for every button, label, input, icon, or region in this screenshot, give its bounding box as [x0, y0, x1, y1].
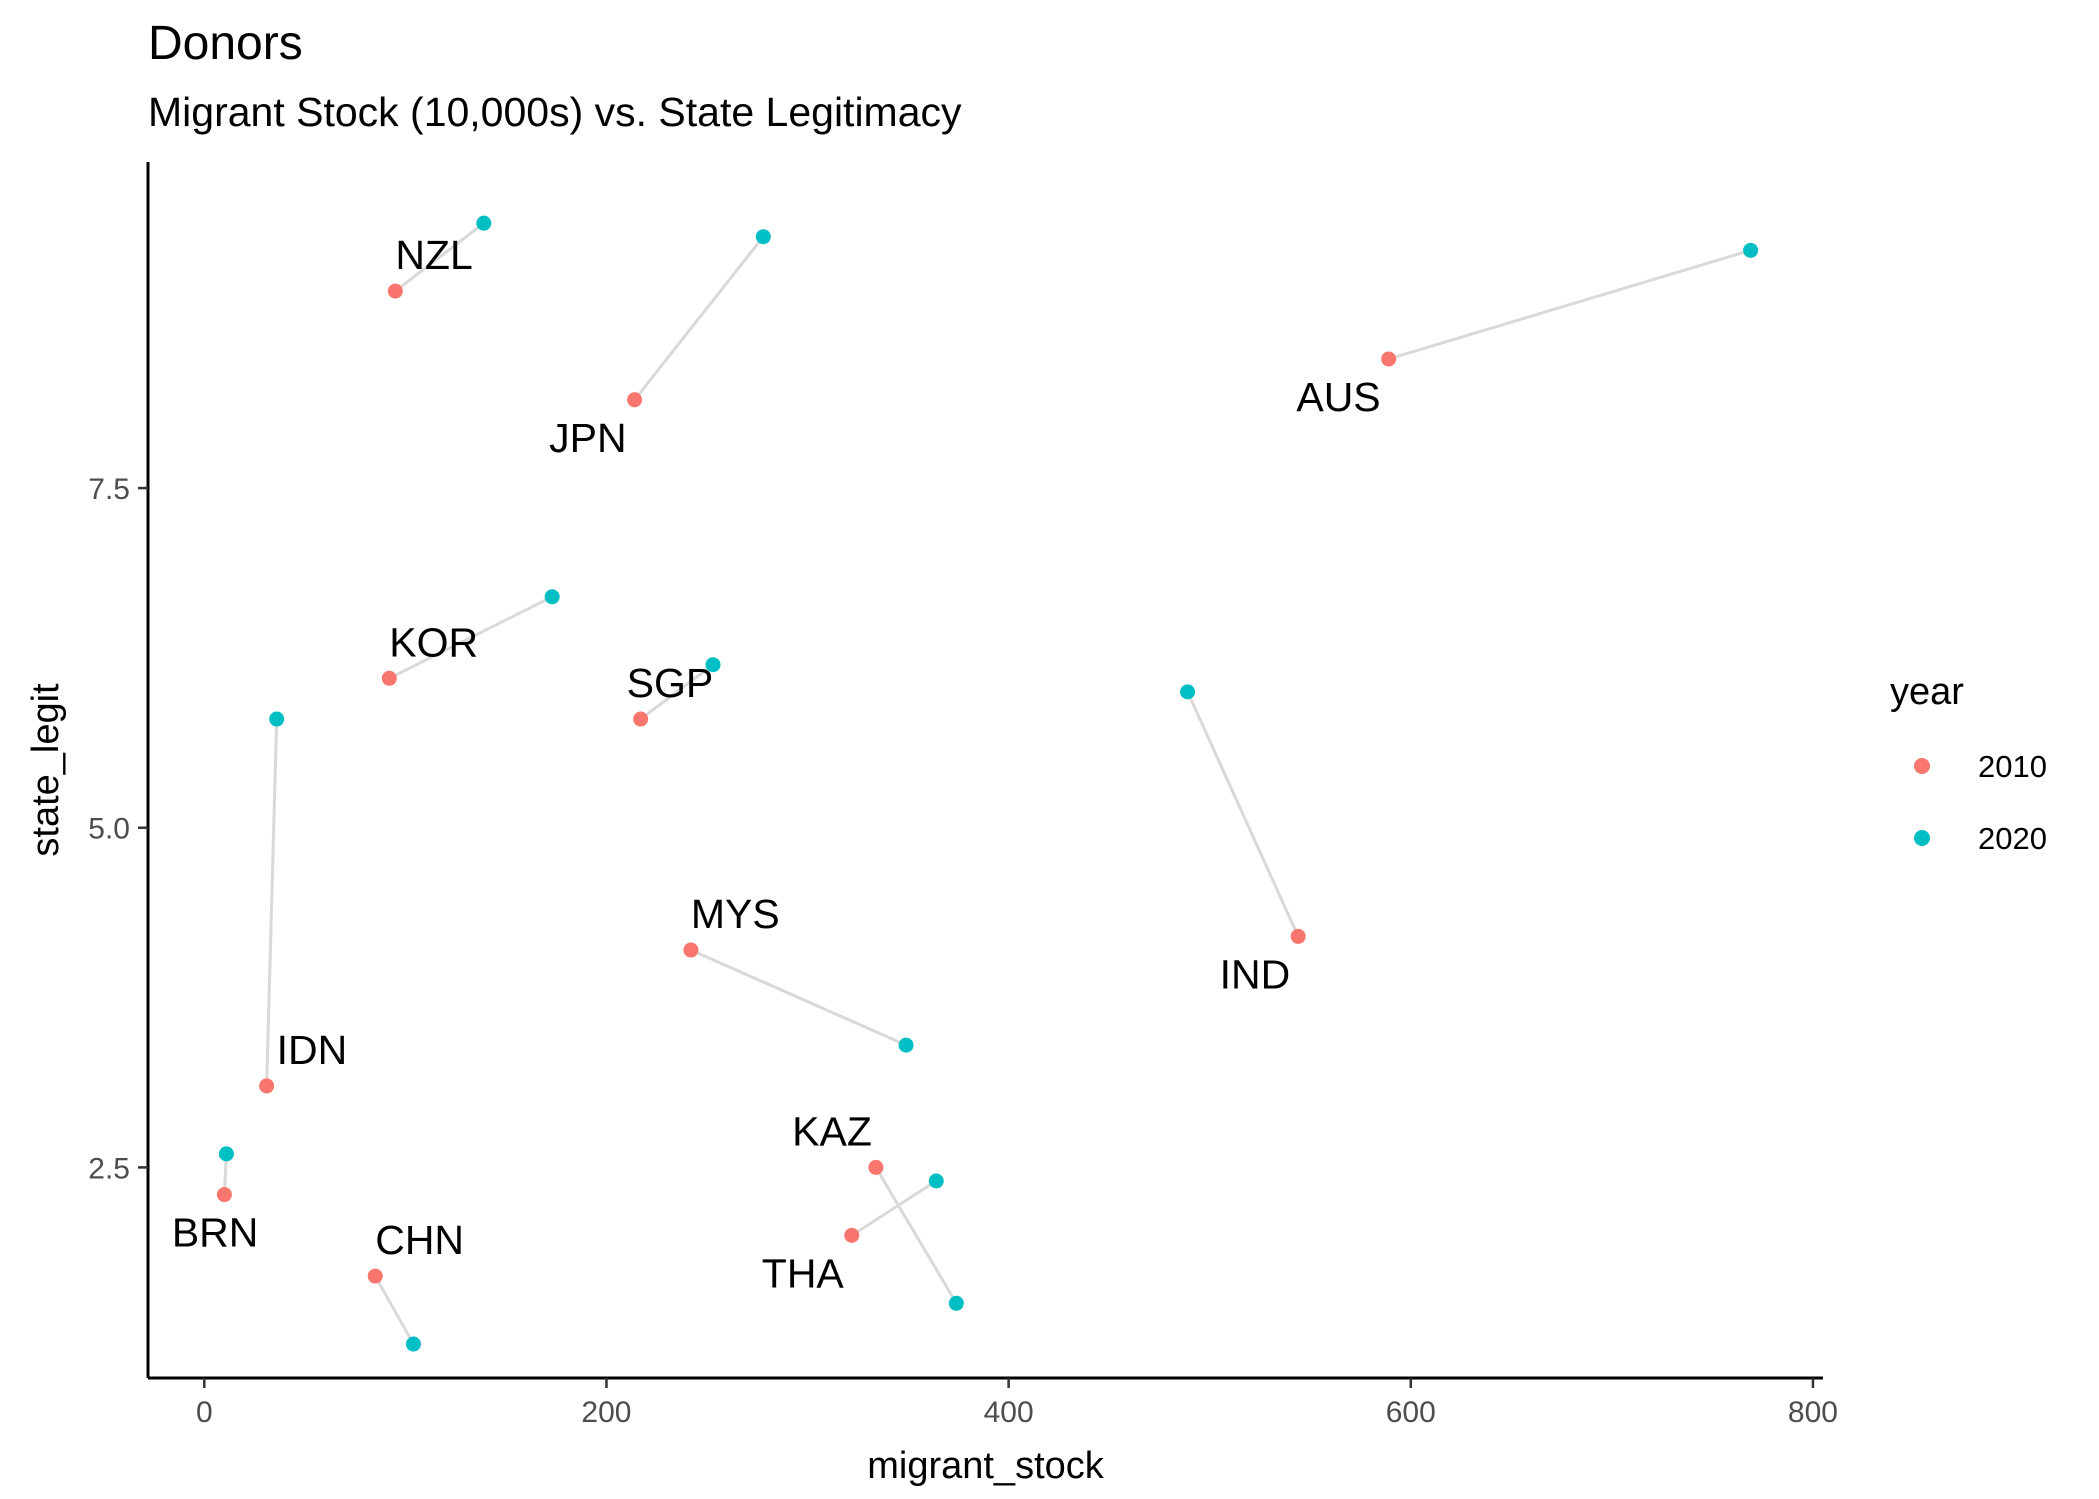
point-label-tha: THA: [762, 1250, 845, 1296]
point-label-brn: BRN: [172, 1210, 259, 1256]
connector-line-chn: [373, 1275, 415, 1345]
point-2020-aus: [1743, 242, 1759, 258]
point-2020-chn: [405, 1336, 421, 1352]
point-label-mys: MYS: [691, 891, 780, 937]
point-2020-tha: [928, 1173, 944, 1189]
connector-line-kor: [388, 595, 553, 680]
point-label-kaz: KAZ: [792, 1108, 872, 1154]
point-label-chn: CHN: [375, 1217, 464, 1263]
connector-line-sgp: [639, 663, 714, 721]
legend: year 2010 2020: [1890, 671, 2047, 856]
point-2010-idn: [259, 1078, 275, 1094]
legend-key-2010: [1914, 758, 1930, 774]
point-2020-kaz: [948, 1295, 964, 1311]
point-2010-brn: [216, 1187, 232, 1203]
point-label-nzl: NZL: [395, 232, 472, 278]
point-label-ind: IND: [1220, 951, 1291, 997]
point-2020-brn: [218, 1146, 234, 1162]
x-tick-label: 400: [984, 1396, 1034, 1429]
connector-line-jpn: [633, 235, 765, 401]
point-2020-sgp: [705, 657, 721, 673]
connector-layer: [222, 221, 1752, 1345]
x-axis-title: migrant_stock: [867, 1445, 1105, 1487]
legend-key-2020: [1914, 830, 1930, 846]
point-2010-tha: [844, 1227, 860, 1243]
point-2020-idn: [269, 711, 285, 727]
point-2010-ind: [1290, 928, 1306, 944]
point-2010-kor: [381, 670, 397, 686]
point-2010-mys: [683, 942, 699, 958]
point-label-kor: KOR: [389, 619, 478, 665]
point-label-aus: AUS: [1296, 374, 1380, 420]
point-layer: [216, 215, 1759, 1352]
point-2020-nzl: [476, 215, 492, 231]
connector-line-kaz: [874, 1166, 958, 1305]
x-tick-label: 600: [1386, 1396, 1436, 1429]
point-label-sgp: SGP: [627, 660, 714, 706]
chart-subtitle: Migrant Stock (10,000s) vs. State Legiti…: [148, 89, 962, 135]
x-tick-label: 0: [196, 1396, 213, 1429]
chart-title: Donors: [148, 17, 303, 70]
point-label-jpn: JPN: [549, 415, 626, 461]
point-label-idn: IDN: [277, 1027, 348, 1073]
y-tick-label: 7.5: [88, 473, 130, 506]
point-label-layer: NZL JPN AUS KOR SGP IDN IND MYS BRN CHN KAZ THA: [172, 232, 1381, 1296]
point-2020-ind: [1180, 684, 1196, 700]
point-2010-aus: [1381, 351, 1397, 367]
point-2020-jpn: [755, 229, 771, 245]
axes: 0 200 400 600 800 2.5 5.0 7.5 migrant_stock state…: [25, 162, 1838, 1487]
connector-line-mys: [690, 948, 907, 1047]
y-tick-label: 5.0: [88, 813, 130, 846]
legend-title: year: [1890, 671, 1964, 713]
connector-line-aus: [1388, 248, 1752, 361]
point-2020-mys: [898, 1037, 914, 1053]
point-2010-sgp: [633, 711, 649, 727]
connector-line-tha: [850, 1179, 938, 1237]
point-2020-kor: [544, 589, 560, 605]
connector-line-idn: [265, 719, 279, 1086]
connector-line-nzl: [394, 221, 485, 293]
connector-line-ind: [1186, 691, 1300, 938]
legend-label-2020: 2020: [1978, 821, 2047, 856]
y-tick-label: 2.5: [88, 1152, 130, 1185]
point-2010-kaz: [868, 1159, 884, 1175]
point-2010-nzl: [387, 283, 403, 299]
y-axis-title: state_legit: [25, 683, 67, 857]
point-2010-jpn: [627, 392, 643, 408]
x-tick-label: 200: [581, 1396, 631, 1429]
legend-label-2010: 2010: [1978, 749, 2047, 784]
x-tick-label: 800: [1788, 1396, 1838, 1429]
point-2010-chn: [367, 1268, 383, 1284]
